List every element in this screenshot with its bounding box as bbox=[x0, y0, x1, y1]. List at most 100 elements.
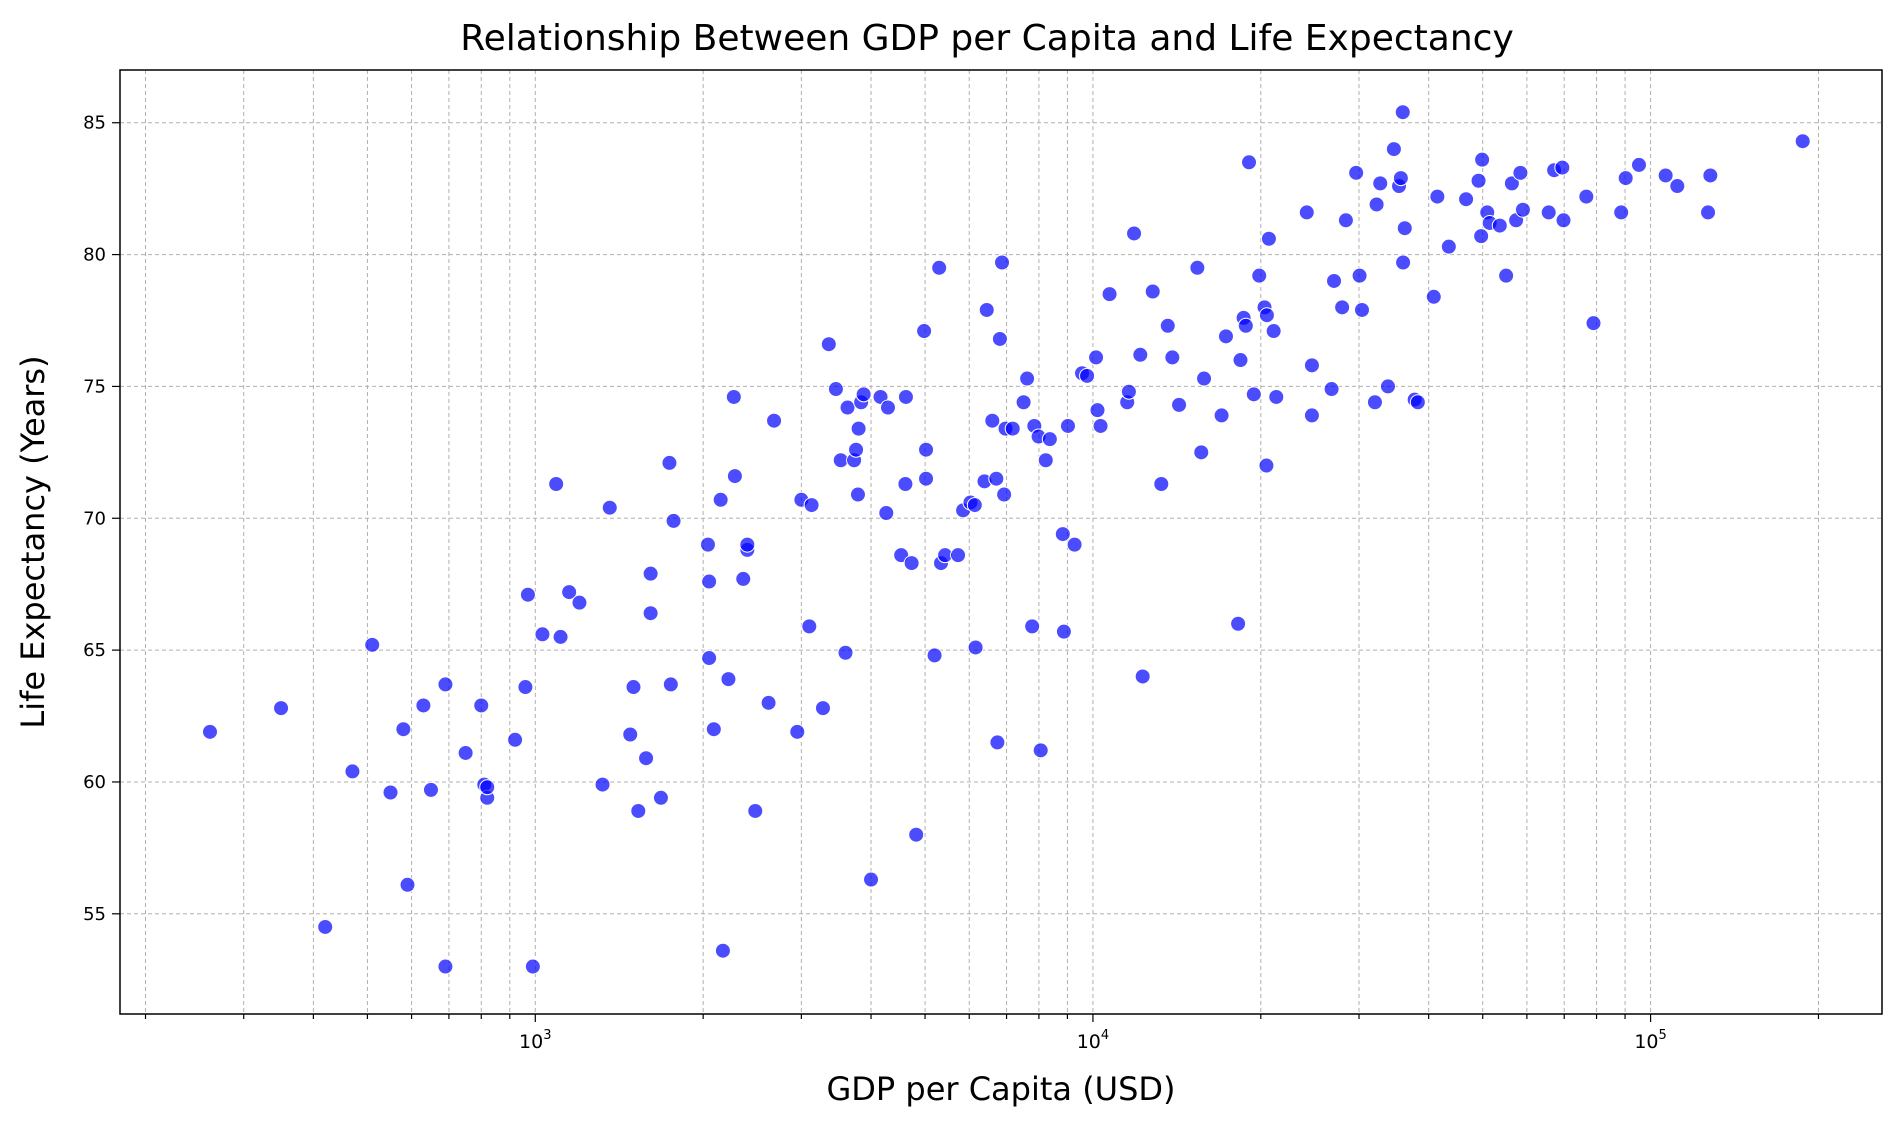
y-tick-label: 70 bbox=[83, 508, 106, 529]
data-point bbox=[878, 504, 895, 521]
data-point bbox=[1514, 201, 1531, 218]
data-point bbox=[317, 918, 334, 935]
data-point bbox=[1268, 388, 1285, 405]
data-point bbox=[739, 536, 756, 553]
data-point bbox=[1153, 475, 1170, 492]
data-point bbox=[630, 802, 647, 819]
data-point bbox=[814, 700, 831, 717]
data-point bbox=[661, 454, 678, 471]
data-point bbox=[926, 647, 943, 664]
chart-title: Relationship Between GDP per Capita and … bbox=[460, 18, 1514, 59]
data-point bbox=[422, 781, 439, 798]
data-point bbox=[839, 399, 856, 416]
data-point bbox=[479, 779, 496, 796]
data-point bbox=[1245, 386, 1262, 403]
data-point bbox=[832, 452, 849, 469]
data-point bbox=[382, 784, 399, 801]
data-point bbox=[1054, 526, 1071, 543]
data-point bbox=[1512, 164, 1529, 181]
data-point bbox=[1395, 254, 1412, 271]
data-point bbox=[1657, 167, 1674, 184]
data-point bbox=[991, 330, 1008, 347]
data-point bbox=[1334, 299, 1351, 316]
data-point bbox=[1132, 346, 1149, 363]
data-point bbox=[789, 723, 806, 740]
data-point bbox=[457, 744, 474, 761]
data-point bbox=[1554, 159, 1571, 176]
data-point bbox=[950, 547, 967, 564]
data-point bbox=[989, 734, 1006, 751]
data-point bbox=[1079, 367, 1096, 384]
data-point bbox=[548, 475, 565, 492]
data-point bbox=[879, 399, 896, 416]
data-point bbox=[1088, 349, 1105, 366]
data-point bbox=[1144, 283, 1161, 300]
data-points bbox=[201, 104, 1811, 975]
data-point bbox=[747, 802, 764, 819]
data-point bbox=[1258, 457, 1275, 474]
data-point bbox=[827, 381, 844, 398]
data-point bbox=[622, 726, 639, 743]
data-point bbox=[1032, 742, 1049, 759]
data-point bbox=[1237, 317, 1254, 334]
data-point bbox=[1440, 238, 1457, 255]
data-point bbox=[1298, 204, 1315, 221]
data-point bbox=[820, 336, 837, 353]
data-point bbox=[1196, 370, 1213, 387]
data-point bbox=[726, 468, 743, 485]
data-point bbox=[519, 586, 536, 603]
data-point bbox=[1385, 141, 1402, 158]
data-point bbox=[1669, 178, 1686, 195]
data-point bbox=[1366, 394, 1383, 411]
data-point bbox=[1159, 317, 1176, 334]
data-point bbox=[850, 420, 867, 437]
data-point bbox=[1555, 212, 1572, 229]
data-point bbox=[1024, 618, 1041, 635]
data-point bbox=[1337, 212, 1354, 229]
data-point bbox=[918, 470, 935, 487]
data-point bbox=[552, 628, 569, 645]
data-point bbox=[1429, 188, 1446, 205]
data-point bbox=[1368, 196, 1385, 213]
data-point bbox=[437, 958, 454, 975]
data-point bbox=[1503, 175, 1520, 192]
data-point bbox=[1171, 396, 1188, 413]
data-point bbox=[701, 650, 718, 667]
data-point bbox=[1794, 133, 1811, 150]
data-point bbox=[801, 618, 818, 635]
data-point bbox=[1630, 156, 1647, 173]
data-point bbox=[1037, 452, 1054, 469]
data-point bbox=[1470, 172, 1487, 189]
data-point bbox=[1232, 352, 1249, 369]
data-point bbox=[916, 323, 933, 340]
data-point bbox=[1193, 444, 1210, 461]
y-tick-label: 65 bbox=[83, 640, 106, 661]
data-point bbox=[1260, 230, 1277, 247]
data-point bbox=[1089, 402, 1106, 419]
data-point bbox=[1396, 220, 1413, 237]
data-point bbox=[908, 826, 925, 843]
data-point bbox=[1348, 164, 1365, 181]
data-point bbox=[1473, 228, 1490, 245]
data-point bbox=[855, 386, 872, 403]
data-point bbox=[1066, 536, 1083, 553]
data-point bbox=[665, 512, 682, 529]
data-point bbox=[642, 565, 659, 582]
data-point bbox=[662, 676, 679, 693]
data-point bbox=[988, 470, 1005, 487]
data-point bbox=[415, 697, 432, 714]
data-point bbox=[571, 594, 588, 611]
data-point bbox=[273, 700, 290, 717]
grid-lines bbox=[120, 70, 1882, 1014]
data-point bbox=[1700, 204, 1717, 221]
data-point bbox=[931, 259, 948, 276]
data-point bbox=[364, 636, 381, 653]
data-point bbox=[918, 441, 935, 458]
data-point bbox=[344, 763, 361, 780]
data-point bbox=[1258, 307, 1275, 324]
y-tick-label: 80 bbox=[83, 245, 106, 266]
data-point bbox=[1241, 154, 1258, 171]
data-point bbox=[1540, 204, 1557, 221]
